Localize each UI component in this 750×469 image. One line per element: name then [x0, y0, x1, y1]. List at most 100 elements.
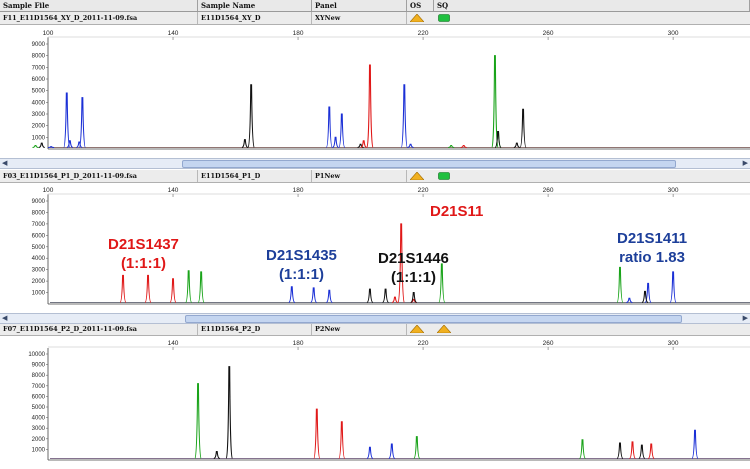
scroll-right-icon[interactable]: ▶ — [742, 160, 748, 167]
x-tick-label: 260 — [543, 340, 554, 347]
y-tick-label: 4000 — [32, 256, 46, 262]
peak — [48, 146, 55, 149]
horizontal-scrollbar[interactable]: ◀ ▶ — [0, 313, 750, 324]
y-tick-label: 3000 — [32, 426, 46, 432]
sample-name: E11D1564_XY_D — [198, 12, 312, 24]
x-tick-label: 180 — [293, 340, 304, 347]
sample-row[interactable]: F03_E11D1564_P1_D_2011-11-09.fsa E11D156… — [0, 170, 750, 183]
peak — [225, 366, 233, 460]
peak — [66, 140, 73, 149]
y-tick-label: 2000 — [32, 279, 46, 285]
y-tick-label: 1000 — [32, 447, 46, 453]
peak — [313, 408, 321, 460]
peak — [448, 144, 455, 149]
peak — [169, 278, 177, 304]
green-ok-icon[interactable] — [438, 172, 450, 180]
x-tick-label: 260 — [543, 30, 554, 37]
scrollbar-thumb[interactable] — [185, 315, 682, 323]
electropherogram-3[interactable]: 140 180 220 260 300 1000 2000 3000 4000 5000 6000 7… — [0, 336, 750, 469]
sample-file: F03_E11D1564_P1_D_2011-11-09.fsa — [0, 170, 198, 182]
warning-triangle-icon[interactable] — [437, 325, 451, 333]
peak — [638, 444, 646, 460]
x-tick-label: 300 — [668, 187, 679, 194]
x-tick-label: 100 — [43, 187, 54, 194]
y-tick-label: 9000 — [32, 363, 46, 369]
peak — [247, 84, 255, 149]
scrollbar-thumb[interactable] — [182, 160, 676, 168]
peak — [338, 113, 346, 149]
peak — [494, 130, 502, 149]
sample-row[interactable]: F07_E11D1564_P2_D_2011-11-09.fsa E11D156… — [0, 323, 750, 336]
y-tick-label: 5000 — [32, 89, 46, 95]
green-ok-icon[interactable] — [438, 14, 450, 22]
x-tick-label: 140 — [168, 30, 179, 37]
electropherogram-1[interactable]: 100 140 180 220 260 300 1000 2000 3000 4000 5000 60… — [0, 25, 750, 156]
peak — [388, 443, 396, 460]
peak — [397, 223, 405, 304]
y-tick-label: 2000 — [32, 437, 46, 443]
peak — [326, 289, 333, 304]
peak — [669, 271, 677, 304]
x-tick-label: 100 — [43, 30, 54, 37]
annotation-label: D21S1446 (1:1:1) — [378, 250, 449, 286]
col-sample-name[interactable]: Sample Name — [198, 0, 312, 11]
x-tick-label: 140 — [168, 187, 179, 194]
x-tick-label: 220 — [418, 30, 429, 37]
peak — [325, 106, 333, 149]
peak — [332, 136, 339, 149]
peak — [616, 266, 624, 304]
peak — [194, 383, 202, 460]
peak — [32, 144, 39, 149]
peak — [400, 84, 408, 149]
annotation-label: D21S1437 (1:1:1) — [108, 236, 179, 272]
y-tick-label: 7000 — [32, 65, 46, 71]
col-os[interactable]: OS — [407, 0, 434, 11]
annotation-label: D21S1435 (1:1:1) — [266, 247, 337, 283]
sample-file: F07_E11D1564_P2_D_2011-11-09.fsa — [0, 323, 198, 335]
peak — [413, 436, 421, 460]
col-sample-file[interactable]: Sample File — [0, 0, 198, 11]
y-tick-label: 5000 — [32, 245, 46, 251]
peak — [119, 274, 127, 304]
x-tick-label: 260 — [543, 187, 554, 194]
y-tick-label: 10000 — [28, 352, 45, 358]
panel-name: P1New — [312, 170, 407, 182]
sample-row[interactable]: F11_E11D1564_XY_D_2011-11-09.fsa E11D156… — [0, 12, 750, 25]
peak — [310, 287, 317, 304]
y-tick-label: 5000 — [32, 405, 46, 411]
peak — [38, 142, 45, 149]
scroll-left-icon[interactable]: ◀ — [2, 160, 8, 167]
warning-triangle-icon[interactable] — [410, 172, 424, 180]
y-tick-label: 8000 — [32, 373, 46, 379]
horizontal-scrollbar[interactable]: ◀ ▶ — [0, 158, 750, 169]
col-sq[interactable]: SQ — [434, 0, 750, 11]
sample-name: E11D1564_P1_D — [198, 170, 312, 182]
warning-triangle-icon[interactable] — [410, 14, 424, 22]
y-tick-label: 6000 — [32, 233, 46, 239]
peak — [185, 270, 193, 304]
scroll-left-icon[interactable]: ◀ — [2, 315, 8, 322]
peak — [460, 144, 467, 149]
x-tick-label: 180 — [293, 187, 304, 194]
scroll-right-icon[interactable]: ▶ — [742, 315, 748, 322]
col-panel[interactable]: Panel — [312, 0, 407, 11]
electropherogram-2[interactable]: 100 140 180 220 260 300 1000 2000 3000 4000 5000 60… — [0, 183, 750, 310]
x-tick-label: 220 — [418, 187, 429, 194]
peak — [691, 429, 699, 460]
x-tick-label: 300 — [668, 30, 679, 37]
peak — [197, 271, 205, 304]
peak — [616, 442, 624, 460]
peak — [438, 263, 446, 304]
peak — [366, 64, 374, 149]
warning-triangle-icon[interactable] — [410, 325, 424, 333]
y-tick-label: 2000 — [32, 124, 46, 130]
peak — [513, 142, 520, 149]
peak — [391, 296, 399, 304]
y-tick-label: 8000 — [32, 54, 46, 60]
x-tick-label: 180 — [293, 30, 304, 37]
y-tick-label: 6000 — [32, 394, 46, 400]
peak — [144, 274, 152, 304]
peak — [76, 141, 83, 149]
y-tick-label: 9000 — [32, 199, 46, 205]
y-tick-label: 1000 — [32, 135, 46, 141]
